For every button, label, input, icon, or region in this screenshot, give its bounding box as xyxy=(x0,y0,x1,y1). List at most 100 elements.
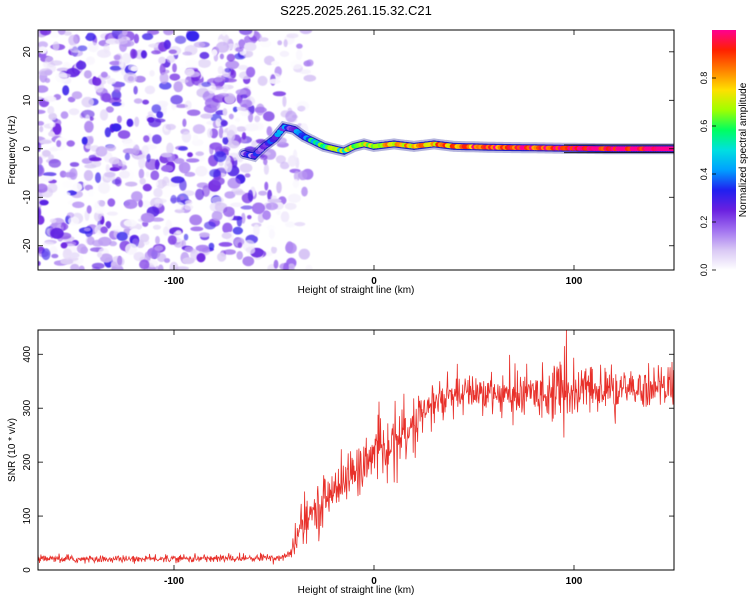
noise-blob xyxy=(151,104,162,114)
noise-blob xyxy=(133,33,140,44)
noise-blob xyxy=(218,127,224,139)
noise-blob xyxy=(49,30,61,39)
noise-blob xyxy=(41,149,51,157)
noise-blob xyxy=(39,68,53,76)
noise-blob xyxy=(158,56,166,65)
noise-blob xyxy=(218,242,233,247)
noise-blob xyxy=(109,60,122,66)
noise-blob xyxy=(81,109,95,119)
noise-blob xyxy=(239,163,253,173)
noise-blob xyxy=(146,117,154,123)
noise-blob xyxy=(298,248,310,260)
noise-blob xyxy=(159,72,169,85)
noise-blob xyxy=(276,181,282,194)
noise-blob xyxy=(148,43,161,48)
noise-blob xyxy=(211,49,218,57)
noise-blob xyxy=(110,225,123,232)
noise-blob xyxy=(105,144,117,152)
noise-blob xyxy=(150,170,160,181)
noise-blob xyxy=(123,219,138,227)
noise-blob xyxy=(271,246,277,254)
noise-blob xyxy=(289,59,303,70)
noise-blob xyxy=(268,78,281,85)
spectrogram-y-tick-label: -10 xyxy=(22,190,33,205)
noise-blob xyxy=(230,202,244,208)
noise-blob xyxy=(169,73,181,81)
noise-blob xyxy=(132,238,139,246)
noise-blob xyxy=(50,60,63,66)
noise-blob xyxy=(106,211,118,216)
noise-blob xyxy=(259,40,272,48)
noise-blob xyxy=(134,116,140,128)
noise-blob xyxy=(133,98,143,104)
noise-blob xyxy=(131,191,143,202)
noise-blob xyxy=(268,229,276,239)
noise-blob xyxy=(76,243,87,254)
noise-blob xyxy=(264,181,269,191)
noise-blob xyxy=(211,210,223,221)
snr-y-axis: 0 100 200 300 400 xyxy=(22,345,674,573)
noise-blob xyxy=(72,201,85,209)
snr-y-tick-label: 200 xyxy=(22,453,33,470)
noise-blob xyxy=(49,218,57,223)
noise-blob xyxy=(182,51,193,56)
noise-blob xyxy=(263,158,268,166)
noise-blob xyxy=(225,60,240,70)
noise-blob xyxy=(287,193,301,203)
noise-blob xyxy=(175,266,190,270)
noise-blob xyxy=(184,246,194,253)
noise-blob xyxy=(60,222,66,231)
noise-blob xyxy=(41,248,51,261)
noise-blob xyxy=(95,146,108,157)
noise-blob xyxy=(275,155,286,164)
noise-blob xyxy=(81,136,88,145)
noise-blob xyxy=(226,129,236,142)
noise-blob xyxy=(71,91,83,100)
colorbar-tick-label: 0.4 xyxy=(699,168,709,181)
noise-blob xyxy=(303,74,317,82)
noise-blob xyxy=(155,179,167,189)
noise-blob xyxy=(285,242,297,254)
noise-blob xyxy=(39,175,54,182)
noise-blob xyxy=(222,132,228,138)
noise-blob xyxy=(98,182,111,194)
noise-blob xyxy=(283,39,288,48)
noise-blob xyxy=(103,170,117,181)
noise-blob xyxy=(38,179,44,185)
noise-blob xyxy=(83,70,92,79)
noise-blob xyxy=(195,151,204,156)
noise-blob xyxy=(295,49,303,61)
spectrogram-y-tick-label: 0 xyxy=(22,146,33,152)
noise-blob xyxy=(262,210,271,221)
noise-blob xyxy=(272,91,286,97)
noise-blob xyxy=(163,226,169,236)
snr-background xyxy=(38,330,674,570)
noise-blob xyxy=(100,71,108,78)
colorbar-tick-label: 0.2 xyxy=(699,216,709,229)
noise-blob xyxy=(218,93,230,98)
noise-blob xyxy=(299,30,313,35)
noise-blob xyxy=(207,128,213,139)
noise-blob xyxy=(208,242,215,250)
noise-blob xyxy=(167,235,177,245)
noise-blob xyxy=(142,99,150,105)
colorbar: 0.0 0.2 0.4 0.6 0.8 Normalized spectral ampl… xyxy=(699,30,749,276)
noise-blob xyxy=(166,142,174,155)
noise-blob xyxy=(109,65,122,71)
noise-blob xyxy=(239,30,253,36)
noise-blob xyxy=(98,200,106,207)
noise-blob xyxy=(219,53,224,60)
noise-blob xyxy=(105,106,114,113)
noise-blob xyxy=(154,198,167,204)
noise-blob xyxy=(240,205,254,210)
noise-blob xyxy=(222,83,229,93)
noise-blob xyxy=(204,221,216,230)
noise-blob xyxy=(257,75,268,86)
noise-blob xyxy=(88,135,94,144)
noise-blob xyxy=(132,144,140,156)
noise-blob xyxy=(187,152,193,158)
noise-blob xyxy=(66,212,75,218)
noise-blob xyxy=(38,164,45,176)
noise-blob xyxy=(211,176,225,186)
noise-blob xyxy=(287,155,297,167)
